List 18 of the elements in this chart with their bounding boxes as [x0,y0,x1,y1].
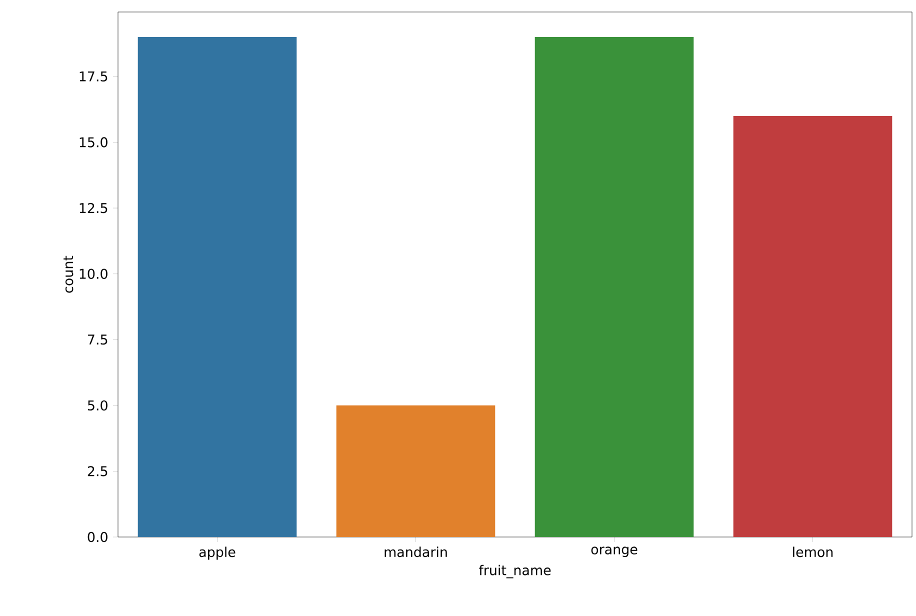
y-tick-label: 2.5 [88,466,108,476]
y-tick-label: 12.5 [80,202,108,214]
y-tick-label: 17.5 [80,71,108,82]
y-tick-label: 7.5 [88,334,108,345]
bar [534,36,694,537]
y-tick-label: 5.0 [88,400,108,410]
x-tick-label: apple [199,546,236,560]
bar [733,116,892,537]
x-tick-label: orange [591,546,638,558]
y-axis-title: count [64,256,74,293]
bar [336,405,496,537]
y-tick-label: 0.0 [88,532,108,542]
y-tick-label: 15.0 [80,137,108,148]
x-tick-label: lemon [793,546,833,558]
x-axis-title: fruit_name [478,564,551,578]
bar [138,36,297,537]
y-tick-label: 10.0 [80,268,108,279]
x-tick-label: mandarin [384,546,447,558]
